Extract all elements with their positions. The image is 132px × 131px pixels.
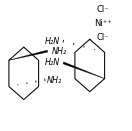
Text: Ni⁺⁺: Ni⁺⁺ <box>94 19 112 28</box>
Text: NH₂: NH₂ <box>52 47 67 56</box>
Text: Cl⁻: Cl⁻ <box>97 5 109 14</box>
Text: NH₂: NH₂ <box>47 76 62 85</box>
Polygon shape <box>9 50 48 60</box>
Polygon shape <box>63 62 105 79</box>
Text: H₂N: H₂N <box>45 58 60 67</box>
Text: H₂N: H₂N <box>45 37 60 46</box>
Text: Cl⁻: Cl⁻ <box>97 34 109 42</box>
